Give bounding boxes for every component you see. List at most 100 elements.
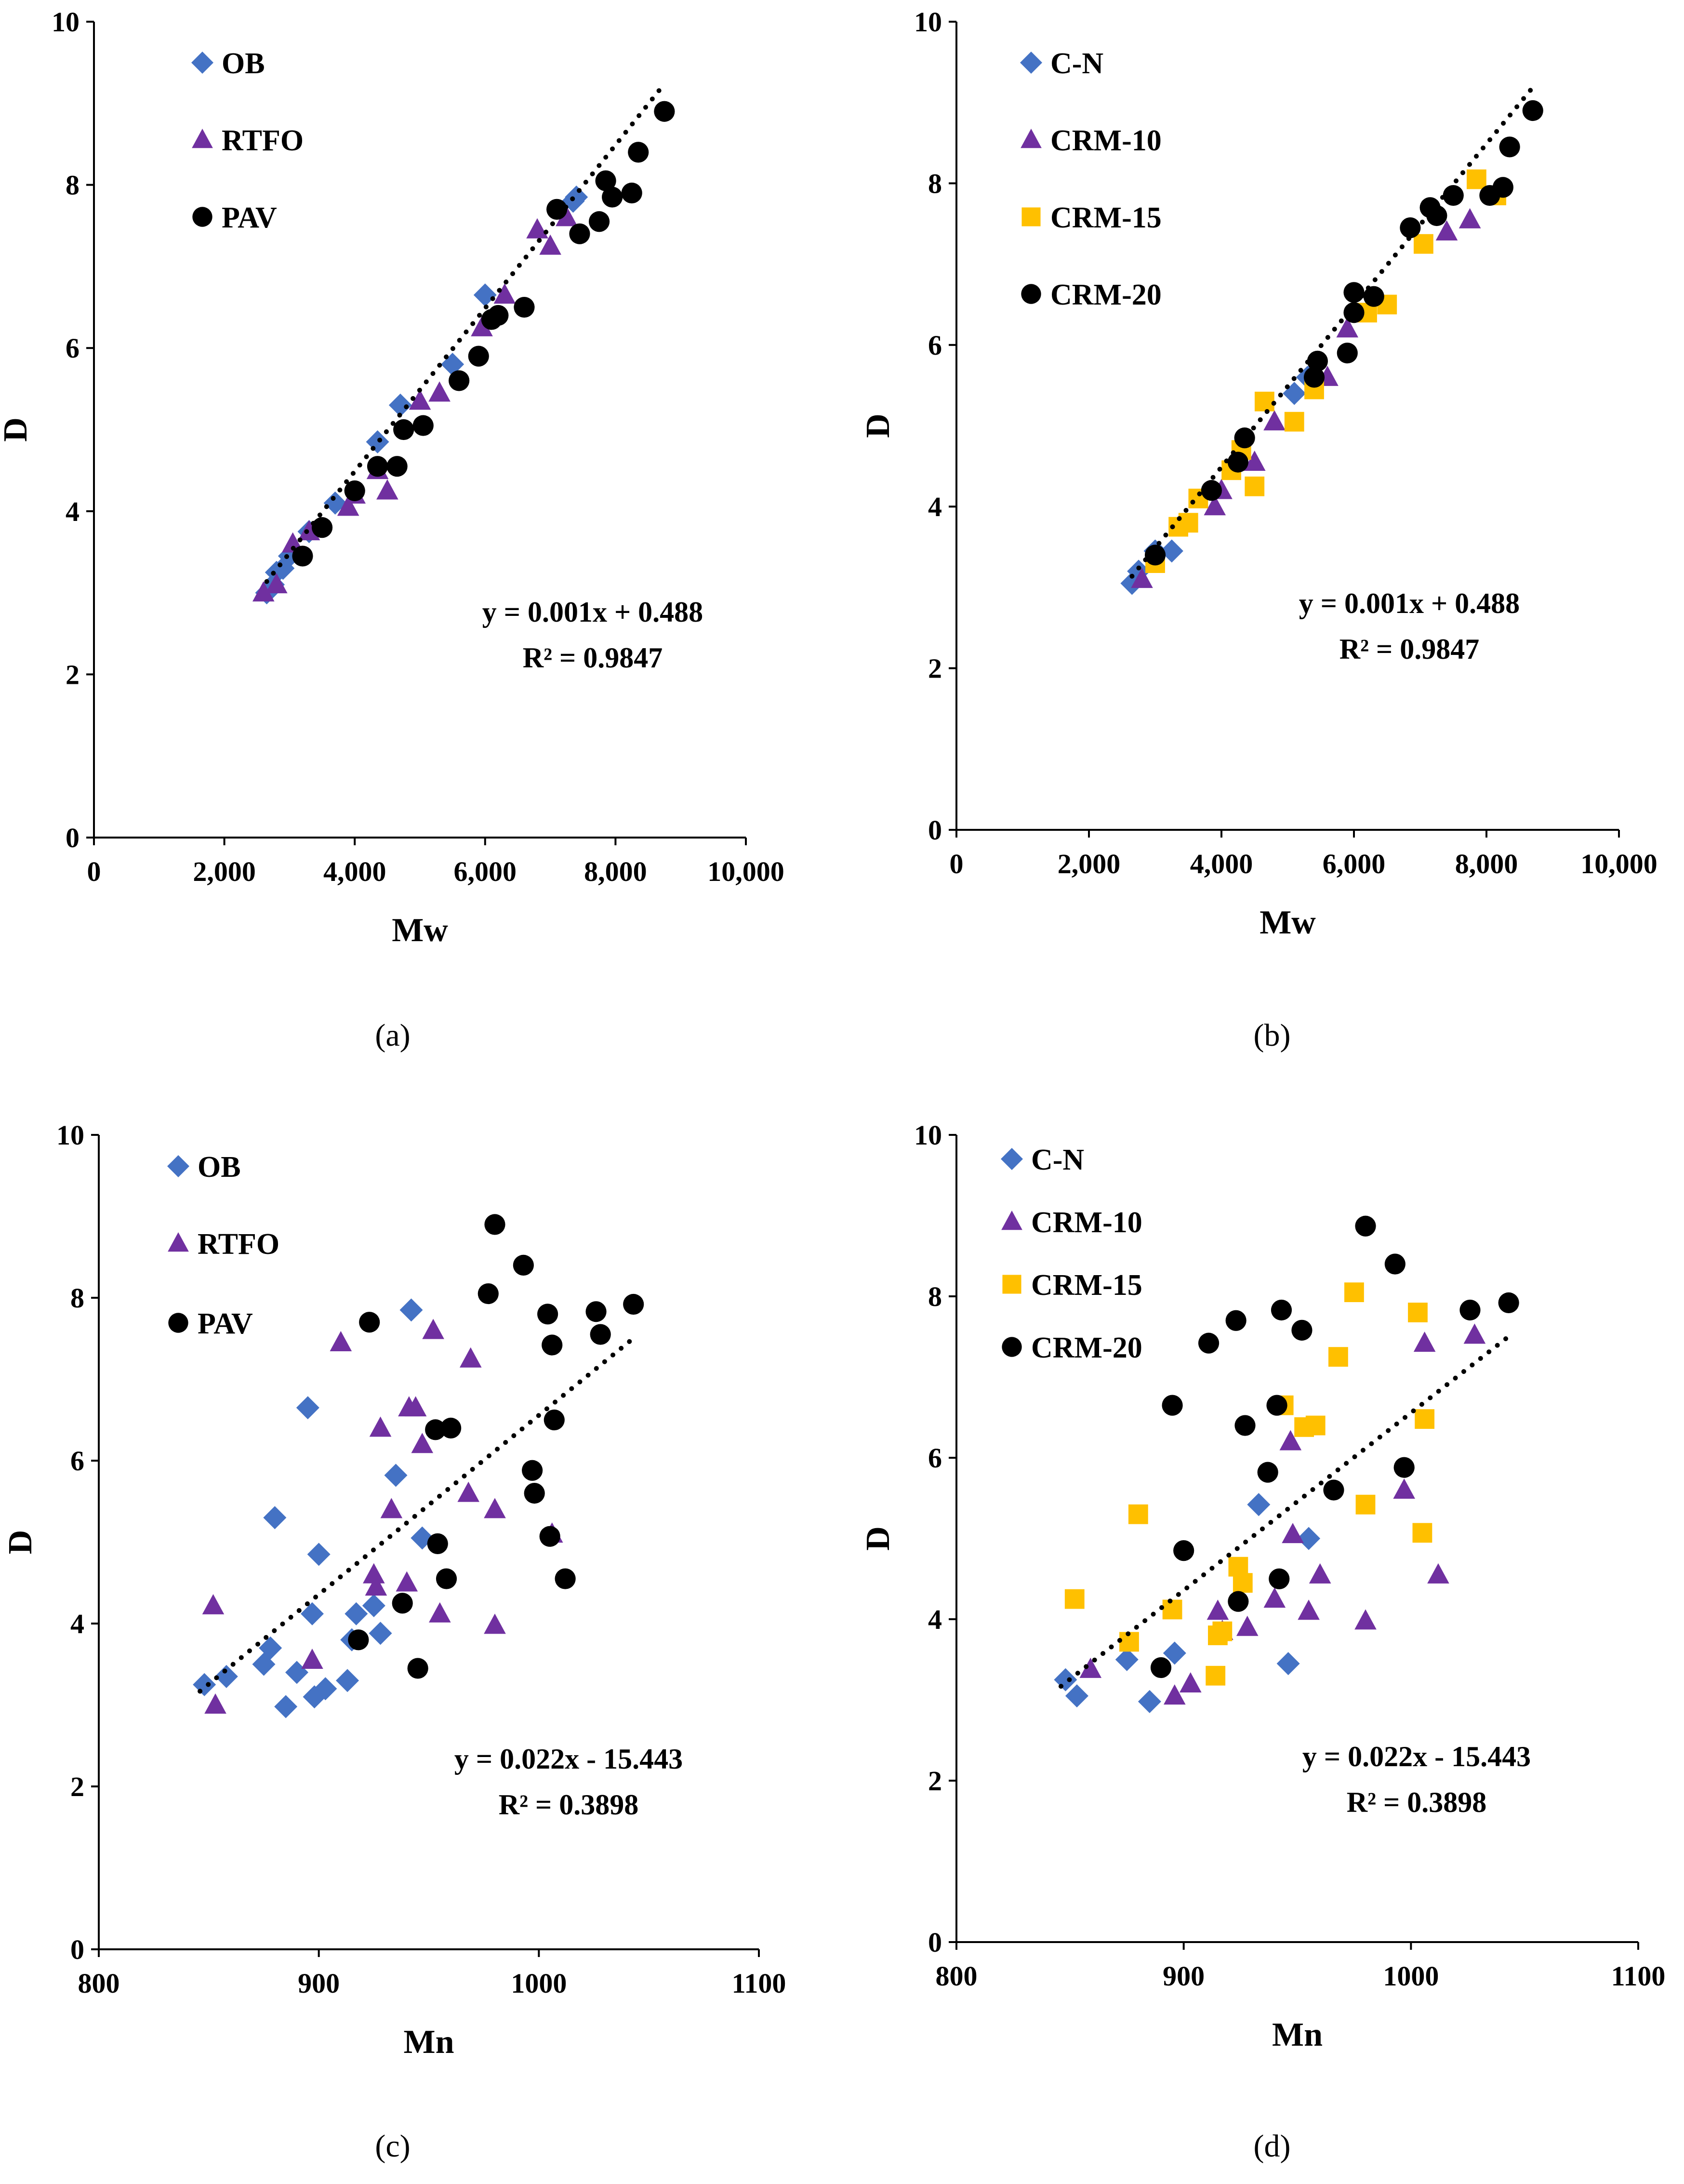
- legend-label-crm-20: CRM-20: [1031, 1332, 1142, 1364]
- data-point-c-n: [1138, 1690, 1161, 1713]
- panel-caption: (d): [1254, 2129, 1291, 2164]
- data-point-crm-20: [1162, 1395, 1183, 1416]
- data-point-ob: [296, 1396, 319, 1420]
- data-point-pav: [412, 415, 434, 436]
- data-point-crm-20: [1198, 1332, 1220, 1354]
- data-point-pav: [440, 1417, 462, 1438]
- legend-marker-crm-10: [1001, 1211, 1022, 1230]
- r-squared-label: R² = 0.3898: [499, 1789, 639, 1821]
- data-point-crm-10: [1164, 1684, 1186, 1705]
- data-point-rtfo: [298, 520, 320, 541]
- r-squared-label: R² = 0.3898: [1347, 1786, 1487, 1818]
- data-point-ob: [307, 1543, 331, 1566]
- data-point-ob: [369, 1622, 392, 1645]
- data-point-crm-10: [1079, 1657, 1102, 1678]
- data-point-rtfo: [556, 206, 578, 226]
- data-point-c-n: [1160, 539, 1183, 563]
- data-point-crm-20: [1343, 282, 1365, 303]
- legend-label-crm-15: CRM-15: [1050, 201, 1162, 234]
- y-axis-label: D: [860, 413, 897, 438]
- legend-label-crm-10: CRM-10: [1050, 124, 1162, 157]
- chart-panel-a: 0 2,000 4,000 6,000 8,000 10,000 0 2 4 6 8 10 Mw Dy =…: [0, 6, 784, 1053]
- data-point-crm-10: [1336, 317, 1359, 338]
- data-point-pav: [555, 1568, 576, 1589]
- data-point-crm-20: [1227, 452, 1248, 473]
- data-point-crm-20: [1400, 217, 1421, 239]
- r-squared-label: R² = 0.9847: [523, 642, 663, 674]
- y-tick-label: 10: [56, 1119, 84, 1151]
- y-tick-label: 2: [66, 659, 80, 690]
- data-point-rtfo: [204, 1693, 226, 1714]
- data-point-crm-10: [1463, 1323, 1486, 1344]
- data-point-pav: [484, 1214, 505, 1235]
- data-point-pav: [514, 296, 535, 318]
- y-tick-label: 0: [928, 814, 942, 846]
- data-point-pav: [522, 1460, 543, 1481]
- data-point-crm-20: [1384, 1253, 1406, 1275]
- data-point-crm-20: [1257, 1462, 1278, 1483]
- data-point-crm-15: [1233, 1573, 1253, 1593]
- data-point-rtfo: [493, 283, 516, 304]
- legend-marker-ob: [191, 52, 213, 74]
- data-point-ob: [362, 1594, 385, 1617]
- data-point-crm-20: [1266, 1395, 1287, 1416]
- data-point-ob: [314, 1677, 337, 1701]
- data-point-pav: [393, 419, 414, 440]
- data-point-pav: [359, 1312, 380, 1333]
- panel-caption: (b): [1254, 1018, 1291, 1053]
- data-point-crm-15: [1413, 234, 1433, 254]
- data-point-crm-10: [1298, 1599, 1320, 1620]
- data-point-pav: [588, 211, 610, 232]
- y-tick-label: 8: [66, 170, 80, 201]
- legend-label-ob: OB: [198, 1151, 241, 1184]
- data-point-crm-15: [1344, 1282, 1364, 1303]
- data-point-rtfo: [337, 495, 359, 516]
- data-point-crm-15: [1212, 1621, 1233, 1641]
- y-tick-label: 10: [914, 1119, 942, 1151]
- data-point-crm-10: [1309, 1563, 1331, 1584]
- data-point-crm-15: [1064, 1589, 1085, 1609]
- data-point-pav: [602, 186, 623, 208]
- legend-label-crm-15: CRM-15: [1031, 1269, 1142, 1302]
- data-point-crm-15: [1408, 1303, 1428, 1322]
- x-tick-label: 10,000: [707, 856, 784, 887]
- data-point-crm-10: [1435, 220, 1458, 241]
- y-tick-label: 8: [928, 1281, 942, 1312]
- data-point-crm-20: [1393, 1457, 1415, 1478]
- data-point-rtfo: [429, 1602, 451, 1623]
- data-point-crm-15: [1355, 1494, 1376, 1515]
- data-point-crm-20: [1307, 350, 1328, 372]
- y-axis-label: D: [860, 1526, 897, 1551]
- x-tick-label: 0: [87, 856, 101, 887]
- data-point-pav: [367, 456, 388, 477]
- data-point-pav: [590, 1324, 611, 1345]
- data-point-ob: [263, 1506, 287, 1530]
- data-point-crm-20: [1291, 1319, 1313, 1341]
- data-point-crm-20: [1499, 136, 1520, 158]
- data-point-rtfo: [396, 1571, 418, 1592]
- data-point-ob: [345, 1602, 368, 1625]
- data-point-ob: [384, 1464, 408, 1487]
- y-tick-label: 0: [70, 1934, 84, 1965]
- data-point-rtfo: [422, 1318, 444, 1339]
- data-point-c-n: [1065, 1684, 1088, 1708]
- data-point-rtfo: [369, 1416, 392, 1437]
- y-tick-label: 6: [928, 1442, 942, 1474]
- data-point-pav: [539, 1526, 560, 1547]
- data-point-pav: [654, 101, 675, 122]
- y-tick-label: 6: [70, 1445, 84, 1477]
- data-point-crm-10: [1354, 1609, 1377, 1630]
- legend-label-rtfo: RTFO: [222, 124, 304, 157]
- data-point-crm-20: [1234, 427, 1255, 449]
- data-point-crm-20: [1173, 1540, 1194, 1561]
- data-point-crm-15: [1206, 1665, 1226, 1686]
- data-point-pav: [595, 170, 616, 191]
- legend-marker-rtfo: [168, 1232, 189, 1252]
- data-point-crm-20: [1323, 1479, 1344, 1501]
- legend-marker-crm-10: [1021, 129, 1042, 148]
- data-point-rtfo: [428, 381, 451, 402]
- data-point-rtfo: [380, 1498, 403, 1518]
- data-point-pav: [585, 1301, 607, 1322]
- panel-caption: (a): [375, 1018, 410, 1053]
